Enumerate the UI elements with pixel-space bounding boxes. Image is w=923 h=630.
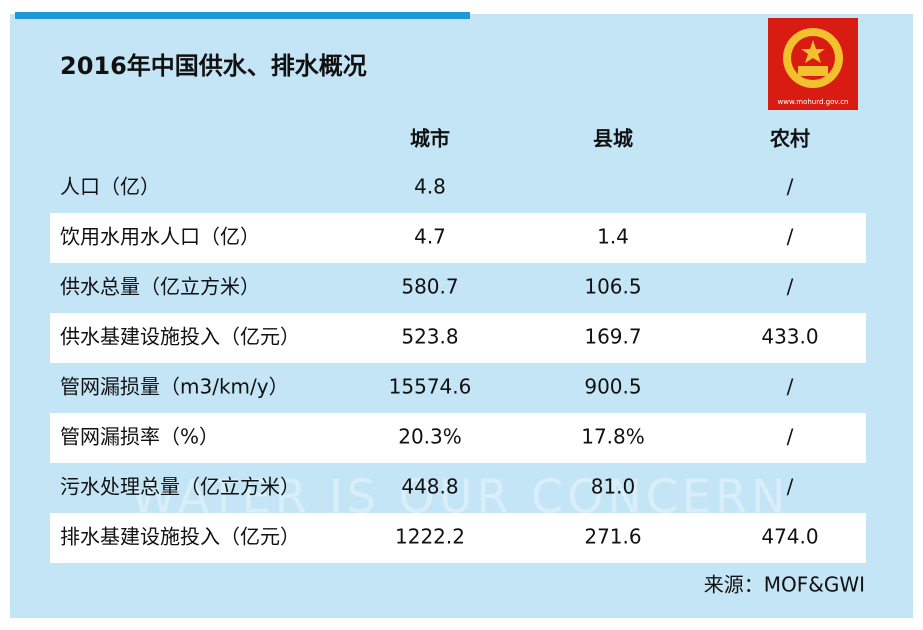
top-bar [15, 12, 470, 19]
cell: 1222.2 [395, 525, 465, 549]
row-label: 供水基建设施投入（亿元） [60, 325, 300, 349]
cell: / [787, 475, 794, 499]
cell: 20.3% [398, 425, 462, 449]
title: 2016年中国供水、排水概况 [60, 52, 367, 80]
cell: 4.7 [414, 225, 446, 249]
emblem: www.mohurd.gov.cn [768, 18, 858, 110]
cell: 523.8 [401, 325, 458, 349]
row-label: 管网漏损量（m3/km/y） [60, 375, 289, 399]
row-label: 污水处理总量（亿立方米） [60, 475, 300, 499]
cell: / [787, 275, 794, 299]
source: 来源：MOF&GWI [704, 573, 865, 597]
cell: / [787, 425, 794, 449]
row-label: 人口（亿） [60, 175, 160, 199]
cell: 433.0 [761, 325, 818, 349]
row-label: 管网漏损率（%） [60, 425, 219, 449]
row-band [50, 213, 866, 263]
cell: 17.8% [581, 425, 645, 449]
row-label: 饮用水用水人口（亿） [60, 225, 260, 249]
cell: 474.0 [761, 525, 818, 549]
cell: / [787, 375, 794, 399]
cell: 15574.6 [389, 375, 472, 399]
cell: / [787, 225, 794, 249]
cell: 169.7 [584, 325, 641, 349]
cell: 4.8 [414, 175, 446, 199]
cell: 900.5 [584, 375, 641, 399]
cell: 1.4 [597, 225, 629, 249]
emblem-caption: www.mohurd.gov.cn [778, 98, 849, 106]
row-label: 供水总量（亿立方米） [60, 275, 260, 299]
cell: 106.5 [584, 275, 641, 299]
cell: 81.0 [591, 475, 636, 499]
cell: 580.7 [401, 275, 458, 299]
column-header: 县城 [593, 127, 633, 151]
row-band [50, 313, 866, 363]
cell: / [787, 175, 794, 199]
cell: 271.6 [584, 525, 641, 549]
column-header: 城市 [410, 127, 450, 151]
row-label: 排水基建设施投入（亿元） [60, 525, 300, 549]
row-band [50, 513, 866, 563]
column-header: 农村 [769, 127, 810, 151]
cell: 448.8 [401, 475, 458, 499]
row-band [50, 413, 866, 463]
